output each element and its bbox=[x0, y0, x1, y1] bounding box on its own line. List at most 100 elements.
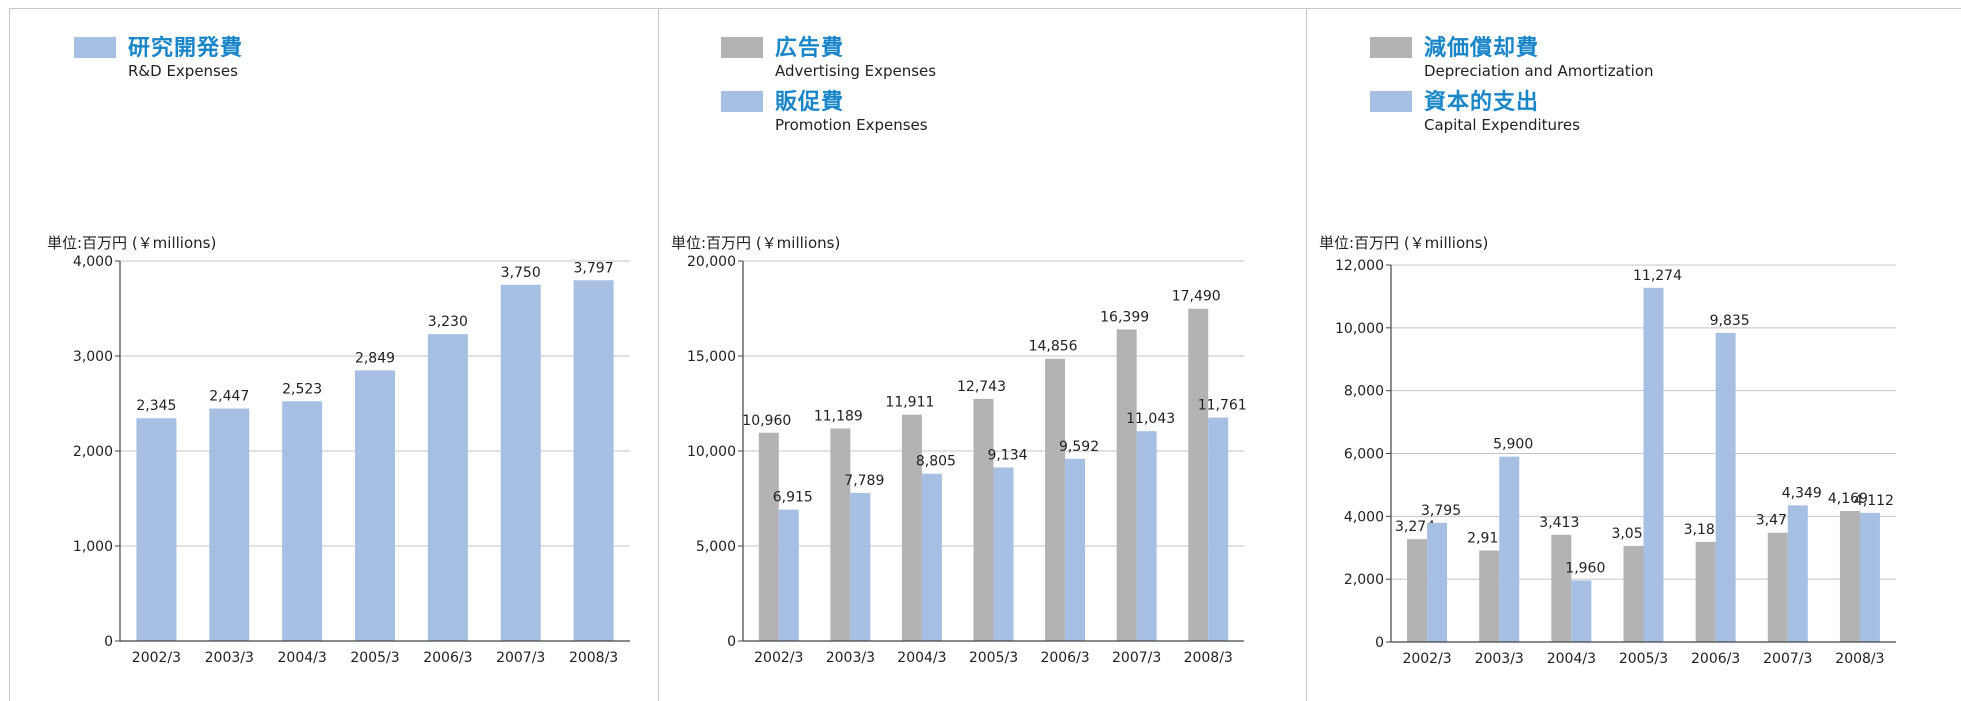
bar bbox=[1065, 458, 1086, 641]
y-tick-label: 5,000 bbox=[696, 539, 736, 555]
x-tick-label: 2002/3 bbox=[132, 650, 181, 666]
bar bbox=[209, 408, 250, 641]
panel-divider-1 bbox=[658, 8, 659, 701]
bar bbox=[850, 493, 871, 641]
x-tick-label: 2008/3 bbox=[1184, 650, 1233, 666]
data-label: 4,169 bbox=[1828, 491, 1868, 507]
bar bbox=[1116, 329, 1137, 641]
data-label: 3,479 bbox=[1756, 513, 1796, 529]
bar bbox=[1407, 539, 1428, 642]
rd-bar-chart: 0 1,000 2,000 3,000 4,000 2,345 2002/3 2,447 200… bbox=[73, 254, 630, 666]
legend-jp-label: 販促費 bbox=[775, 90, 845, 115]
legend-en-label: Capital Expenditures bbox=[1424, 116, 1580, 134]
data-label: 9,835 bbox=[1710, 313, 1750, 329]
data-label: 3,186 bbox=[1684, 522, 1724, 538]
data-label: 2,849 bbox=[355, 350, 395, 366]
x-tick-label: 2008/3 bbox=[1835, 651, 1884, 667]
depreciation-capex-panel: 減価償却費 Depreciation and Amortization 資本的支… bbox=[1307, 8, 1961, 701]
bar bbox=[973, 398, 994, 641]
legend-en-label: Advertising Expenses bbox=[775, 62, 937, 80]
y-tick-label: 1,000 bbox=[73, 539, 113, 555]
data-label: 2,913 bbox=[1467, 530, 1507, 546]
data-label: 1,960 bbox=[1565, 560, 1605, 576]
y-tick-label: 4,000 bbox=[73, 254, 113, 270]
x-tick-label: 2003/3 bbox=[1475, 651, 1524, 667]
data-label: 4,112 bbox=[1854, 493, 1894, 509]
legend-en-label: R&D Expenses bbox=[128, 62, 238, 80]
data-label: 11,043 bbox=[1126, 411, 1175, 427]
x-tick-label: 2005/3 bbox=[969, 650, 1018, 666]
y-tick-label: 4,000 bbox=[1344, 509, 1384, 525]
data-label: 5,900 bbox=[1493, 437, 1533, 453]
y-tick-label: 2,000 bbox=[1344, 572, 1384, 588]
bar bbox=[427, 334, 468, 641]
unit-label: 単位:百万円 (￥millions) bbox=[671, 234, 841, 252]
frame-left-rule bbox=[9, 8, 10, 701]
legend-swatch-blue bbox=[721, 91, 763, 112]
y-tick-label: 2,000 bbox=[73, 444, 113, 460]
bar bbox=[1839, 511, 1860, 642]
data-label: 9,592 bbox=[1059, 439, 1099, 455]
x-tick-label: 2006/3 bbox=[1691, 651, 1740, 667]
bar bbox=[830, 428, 851, 641]
data-label: 3,797 bbox=[574, 260, 614, 276]
bar bbox=[500, 284, 541, 641]
bar bbox=[1715, 333, 1736, 642]
x-tick-label: 2003/3 bbox=[205, 650, 254, 666]
bar bbox=[282, 401, 323, 641]
data-label: 11,761 bbox=[1198, 398, 1247, 414]
unit-label: 単位:百万円 (￥millions) bbox=[1319, 234, 1489, 252]
x-tick-label: 2002/3 bbox=[754, 650, 803, 666]
data-label: 10,960 bbox=[742, 413, 791, 429]
legend-swatch-blue bbox=[1370, 91, 1412, 112]
x-tick-label: 2004/3 bbox=[1547, 651, 1596, 667]
x-tick-label: 2007/3 bbox=[496, 650, 545, 666]
x-tick-label: 2005/3 bbox=[350, 650, 399, 666]
advertising-promotion-bar-chart: 0 5,000 10,000 15,000 20,000 10,960 6,915 2002/… bbox=[687, 254, 1247, 666]
y-tick-label: 8,000 bbox=[1344, 384, 1384, 400]
panel-divider-2 bbox=[1306, 8, 1307, 701]
bar bbox=[1643, 287, 1664, 642]
data-label: 16,399 bbox=[1100, 309, 1149, 325]
y-tick-label: 20,000 bbox=[687, 254, 736, 270]
y-tick-label: 15,000 bbox=[687, 349, 736, 365]
data-label: 11,911 bbox=[885, 395, 934, 411]
data-label: 17,490 bbox=[1172, 289, 1221, 305]
y-tick-label: 10,000 bbox=[1335, 321, 1384, 337]
bar bbox=[1767, 532, 1788, 642]
bar bbox=[1427, 522, 1448, 642]
x-tick-label: 2005/3 bbox=[1619, 651, 1668, 667]
legend-en-label: Depreciation and Amortization bbox=[1424, 62, 1654, 80]
data-label: 3,795 bbox=[1421, 503, 1461, 519]
data-label: 3,274 bbox=[1395, 519, 1435, 535]
y-tick-label: 12,000 bbox=[1335, 258, 1384, 274]
bar bbox=[758, 432, 779, 641]
x-tick-label: 2006/3 bbox=[1040, 650, 1089, 666]
bar bbox=[1695, 541, 1716, 642]
x-tick-label: 2006/3 bbox=[423, 650, 472, 666]
bar bbox=[1623, 545, 1644, 642]
bar bbox=[901, 414, 922, 641]
legend-swatch-blue bbox=[74, 37, 116, 58]
bar bbox=[573, 280, 614, 641]
legend-jp-label: 研究開発費 bbox=[128, 36, 244, 61]
legend-jp-label: 資本的支出 bbox=[1424, 90, 1540, 115]
x-tick-label: 2004/3 bbox=[278, 650, 327, 666]
bar bbox=[1859, 512, 1880, 642]
frame-top-rule bbox=[9, 8, 1961, 9]
legend-jp-label: 減価償却費 bbox=[1424, 36, 1540, 61]
y-tick-label: 0 bbox=[1375, 635, 1384, 651]
x-tick-label: 2008/3 bbox=[569, 650, 618, 666]
data-label: 2,523 bbox=[282, 381, 322, 397]
data-label: 11,274 bbox=[1633, 268, 1682, 284]
y-tick-label: 10,000 bbox=[687, 444, 736, 460]
data-label: 14,856 bbox=[1029, 339, 1078, 355]
x-tick-label: 2002/3 bbox=[1402, 651, 1451, 667]
y-tick-label: 0 bbox=[727, 634, 736, 650]
bar bbox=[1188, 308, 1209, 641]
bar bbox=[1551, 534, 1572, 642]
bar bbox=[1045, 358, 1066, 641]
data-label: 6,915 bbox=[773, 490, 813, 506]
legend-swatch-gray bbox=[1370, 37, 1412, 58]
bar bbox=[921, 473, 942, 641]
